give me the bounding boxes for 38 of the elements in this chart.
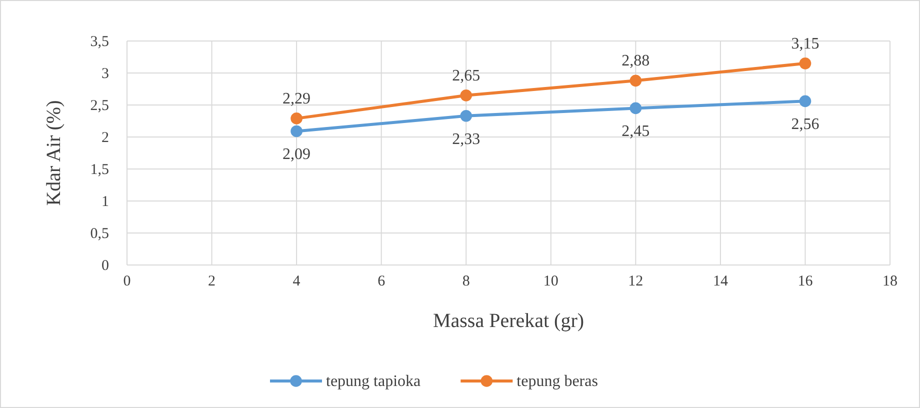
x-tick-label: 6 xyxy=(378,274,386,290)
x-axis-title: Massa Perekat (gr) xyxy=(432,310,584,332)
point xyxy=(630,102,642,114)
x-tick-label: 4 xyxy=(292,274,301,290)
y-tick-label: 3 xyxy=(102,66,109,82)
x-tick-label: 16 xyxy=(798,274,814,290)
data-label: 2,33 xyxy=(452,130,480,148)
x-tick-label: 0 xyxy=(123,274,131,290)
y-tick-label: 2 xyxy=(102,130,109,146)
data-label: 3,15 xyxy=(791,35,820,52)
data-label: 2,65 xyxy=(452,67,480,84)
data-label: 2,09 xyxy=(282,146,311,164)
point xyxy=(799,95,812,108)
y-tick-label: 2,5 xyxy=(90,98,109,114)
x-tick-label: 2 xyxy=(208,274,216,290)
y-tick-label: 1 xyxy=(102,194,109,210)
point xyxy=(799,57,812,70)
point xyxy=(290,112,302,124)
point xyxy=(460,110,472,122)
point xyxy=(460,89,472,102)
y-axis-title: Kdar Air (%) xyxy=(43,100,65,206)
data-label: 2,88 xyxy=(622,52,650,70)
x-tick-label: 14 xyxy=(712,274,728,290)
point xyxy=(630,74,642,87)
x-tick-label: 8 xyxy=(462,274,470,290)
point xyxy=(290,125,302,138)
y-tick-label: 0 xyxy=(102,258,109,274)
data-label: 2,56 xyxy=(791,116,820,134)
x-tick-label: 12 xyxy=(628,274,644,290)
y-tick-label: 1,5 xyxy=(90,162,109,178)
legend-label: tepung tapioka xyxy=(326,373,421,390)
y-tick-label: 0,5 xyxy=(90,226,109,242)
y-tick-label: 3,5 xyxy=(90,34,109,50)
x-tick-label: 18 xyxy=(882,274,898,290)
x-tick-label: 10 xyxy=(543,274,558,290)
data-label: 2,29 xyxy=(282,90,311,108)
data-label: 2,45 xyxy=(622,123,650,140)
legend-label: tepung beras xyxy=(516,373,598,390)
